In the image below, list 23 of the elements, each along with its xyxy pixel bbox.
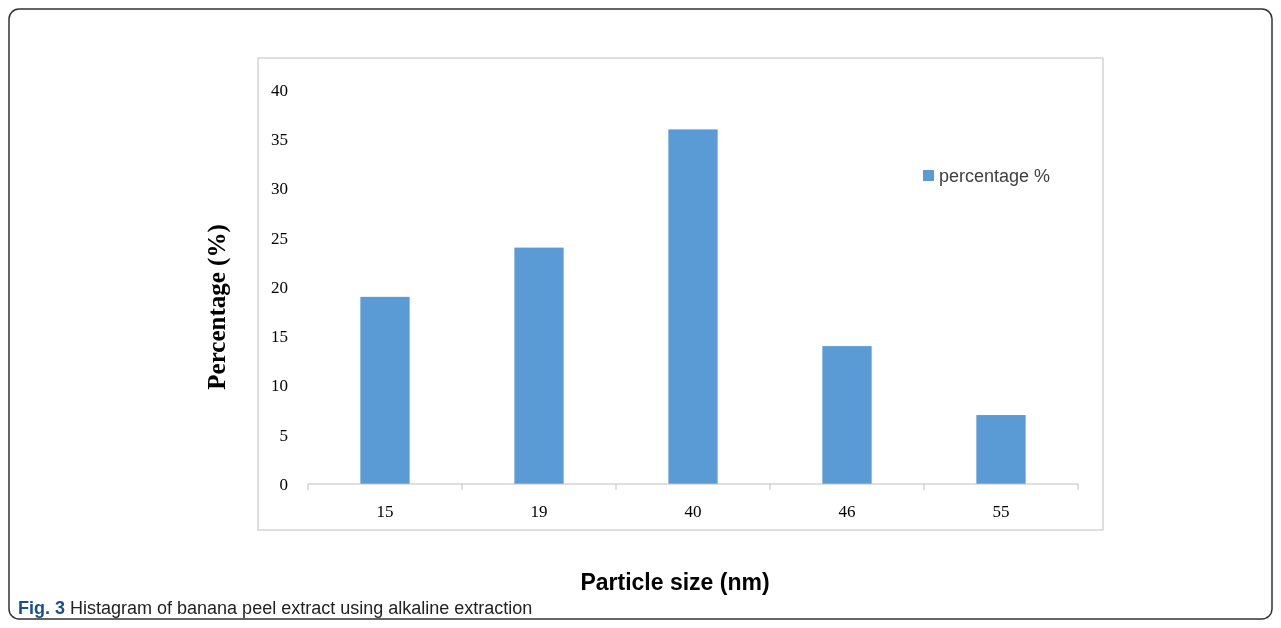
legend-label: percentage % <box>939 166 1051 187</box>
x-tick-label: 15 <box>376 502 394 521</box>
y-tick-label: 35 <box>271 130 288 150</box>
y-tick-label: 10 <box>271 376 288 396</box>
y-tick-label: 5 <box>279 425 288 445</box>
y-tick-label: 30 <box>271 179 288 199</box>
caption: Fig. 3 Histagram of banana peel extract using alkaline extraction <box>18 598 533 618</box>
bar <box>976 415 1026 484</box>
x-tick-label: 55 <box>992 502 1010 521</box>
y-tick-label: 25 <box>271 228 288 248</box>
x-tick-label: 19 <box>530 502 548 521</box>
y-tick-label: 40 <box>271 80 288 100</box>
bar <box>514 247 564 484</box>
bar <box>360 296 410 484</box>
y-tick-label: 20 <box>271 277 288 297</box>
y-tick-label: 0 <box>279 474 288 494</box>
x-axis-title: Particle size (nm) <box>580 569 770 595</box>
bar <box>822 346 872 484</box>
x-tick-label: 46 <box>838 502 856 521</box>
y-tick-label: 15 <box>271 327 288 347</box>
x-tick-label: 40 <box>684 502 702 521</box>
y-axis-title: Percentage (%) <box>203 224 231 390</box>
bar <box>668 129 718 484</box>
